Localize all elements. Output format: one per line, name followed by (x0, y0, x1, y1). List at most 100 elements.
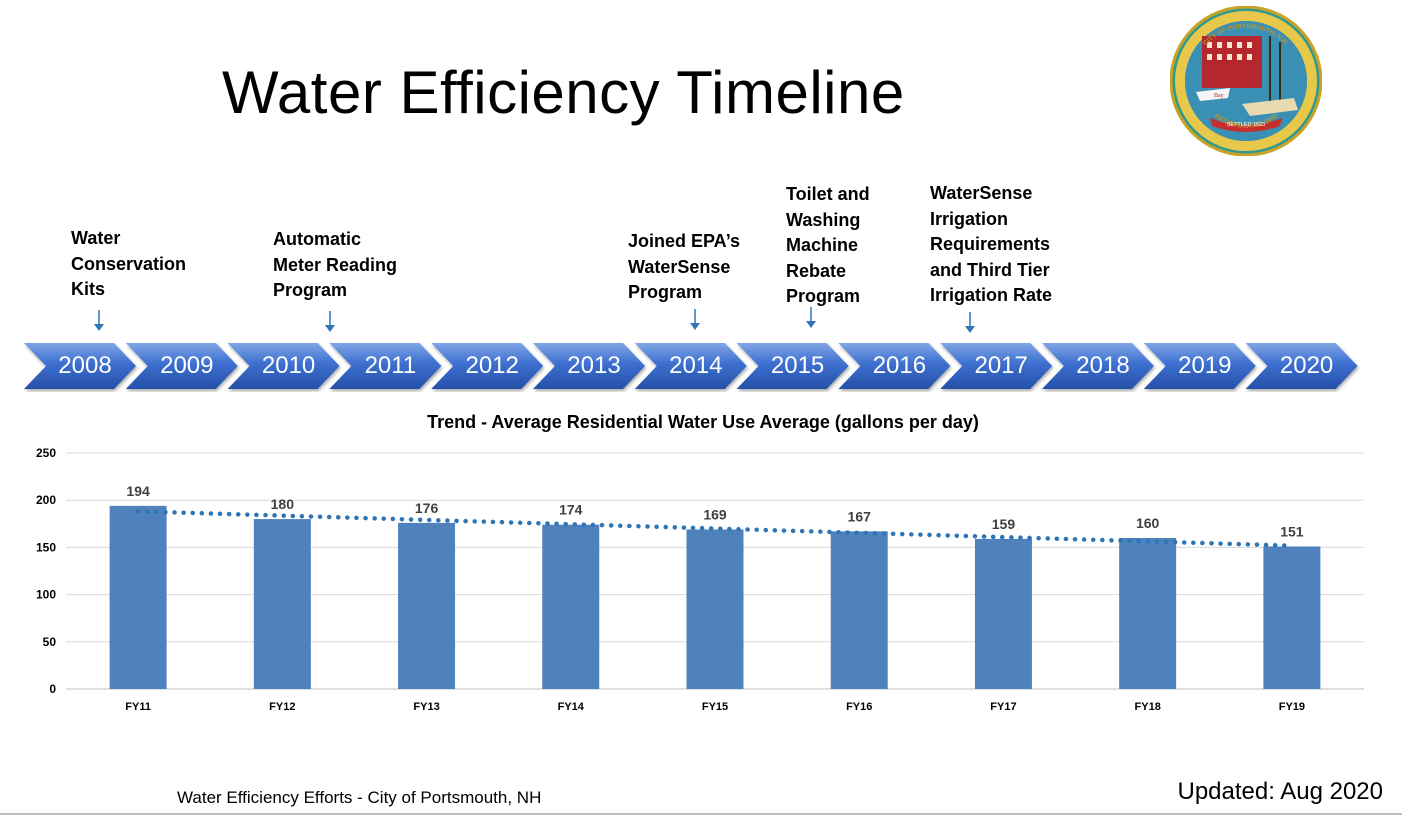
arrow-down-icon (94, 310, 104, 331)
milestone-epa-watersense: Joined EPA’s WaterSense Program (628, 229, 740, 306)
year-chevron-2011 (329, 343, 442, 389)
milestone-line: Requirements (930, 234, 1051, 254)
bottom-divider (0, 813, 1402, 815)
milestone-line: Program (786, 286, 861, 306)
y-tick-label: 100 (36, 588, 56, 602)
bar-FY12 (253, 519, 311, 689)
arrow-down-icon (690, 309, 700, 330)
milestone-line: Program (628, 282, 703, 302)
year-label: 2010 (261, 352, 316, 379)
milestone-line: Rebate (786, 260, 847, 281)
data-label: 194 (126, 483, 150, 499)
water-use-chart: Trend - Average Residential Water Use Av… (0, 400, 1402, 730)
data-label: 180 (271, 496, 295, 512)
year-label: 2015 (770, 352, 825, 379)
x-tick-label: FY15 (702, 701, 728, 713)
year-chevron-2017 (940, 343, 1053, 389)
milestone-line: and Third Tier (930, 259, 1050, 280)
milestone-line: Irrigation Rate (930, 285, 1053, 305)
year-label: 2008 (58, 352, 112, 379)
milestone-line: Conservation (71, 253, 187, 274)
x-tick-label: FY19 (1279, 701, 1305, 713)
svg-text:SETTLED 1623: SETTLED 1623 (1227, 122, 1266, 128)
year-chevron-2008 (24, 343, 136, 389)
year-chevron-2016 (838, 343, 951, 389)
milestone-line: Machine (786, 235, 859, 255)
data-label: 167 (848, 508, 872, 524)
year-label: 2011 (364, 352, 417, 379)
bar-FY15 (686, 529, 744, 689)
y-tick-label: 50 (43, 635, 57, 649)
city-seal-logo: Bay CITY OF PORTSMOUTH, N.H. INCORPORATE… (1170, 6, 1322, 156)
arrow-down-icon (965, 312, 975, 333)
year-chevron-2018 (1042, 343, 1154, 389)
x-tick-label: FY16 (846, 701, 872, 713)
milestone-rebate-program: Toilet and Washing Machine Rebate Progra… (786, 182, 870, 310)
y-tick-label: 0 (49, 682, 56, 696)
year-chevron-2020 (1245, 343, 1358, 389)
year-label: 2014 (669, 352, 723, 379)
milestone-line: Joined EPA’s (628, 231, 741, 251)
milestone-line: WaterSense (628, 256, 731, 277)
bar-FY17 (974, 538, 1032, 689)
updated-date: Updated: Aug 2020 (1177, 778, 1383, 805)
trend-line (135, 509, 1295, 548)
bar-FY14 (542, 524, 600, 689)
year-chevron-2012 (431, 343, 544, 389)
x-tick-label: FY18 (1135, 701, 1161, 713)
year-label: 2016 (872, 352, 927, 379)
milestone-line: Irrigation (930, 208, 1009, 229)
year-label: 2013 (567, 352, 621, 379)
x-tick-label: FY12 (269, 701, 295, 713)
bar-FY11 (109, 505, 167, 689)
y-tick-label: 150 (36, 540, 56, 554)
milestone-conservation-kits: Water Conservation Kits (71, 226, 186, 303)
x-tick-label: FY11 (125, 701, 151, 713)
y-tick-label: 200 (36, 493, 56, 507)
data-label: 160 (1136, 515, 1160, 531)
x-tick-label: FY14 (558, 701, 585, 713)
arrow-down-icon (325, 311, 335, 332)
milestone-line: Washing (786, 209, 861, 230)
year-label: 2018 (1076, 352, 1130, 379)
year-label: 2019 (1178, 352, 1232, 379)
year-chevron-2015 (736, 343, 849, 389)
x-tick-label: FY17 (990, 701, 1016, 713)
bar-FY19 (1263, 546, 1321, 689)
year-chevron-2014 (634, 343, 747, 389)
x-tick-label: FY13 (413, 701, 439, 713)
bar-FY13 (398, 522, 456, 689)
milestone-line: Program (273, 280, 348, 300)
svg-text:Bay: Bay (1214, 93, 1224, 99)
year-label: 2017 (974, 352, 1028, 379)
bar-chart-svg: Trend - Average Residential Water Use Av… (36, 412, 1364, 713)
year-label: 2009 (160, 352, 214, 379)
year-chevron-2010 (227, 343, 340, 389)
data-label: 151 (1280, 523, 1304, 539)
milestone-line: Water (71, 228, 121, 248)
bar-FY18 (1119, 537, 1177, 689)
footer-source: Water Efficiency Efforts - City of Ports… (177, 788, 542, 807)
data-label: 176 (415, 500, 439, 516)
y-tick-label: 250 (36, 446, 56, 460)
milestone-automatic-meter-reading: Automatic Meter Reading Program (273, 227, 397, 304)
milestone-line: Automatic (273, 229, 362, 249)
data-label: 159 (992, 516, 1016, 532)
milestone-line: Kits (71, 279, 106, 299)
data-label: 174 (559, 502, 583, 518)
bar-FY16 (830, 531, 888, 689)
year-label: 2020 (1279, 352, 1334, 379)
year-chevron-2013 (533, 343, 645, 389)
year-chevron-2019 (1143, 343, 1256, 389)
chart-title: Trend - Average Residential Water Use Av… (427, 412, 979, 432)
year-chevron-2009 (125, 343, 238, 389)
page-title: Water Efficiency Timeline (222, 59, 905, 126)
milestone-line: Toilet and (786, 184, 870, 204)
timeline-year-row: 2008 2009 2010 2011 2012 2013 2014 2015 2016 2017… (0, 340, 1402, 392)
data-label: 169 (703, 506, 727, 522)
arrow-down-icon (806, 307, 816, 328)
milestone-line: Meter Reading (273, 254, 398, 275)
year-label: 2012 (465, 352, 519, 379)
timeline-chevrons (24, 343, 1358, 389)
milestone-irrigation-requirements: WaterSense Irrigation Requirements and T… (930, 181, 1052, 309)
